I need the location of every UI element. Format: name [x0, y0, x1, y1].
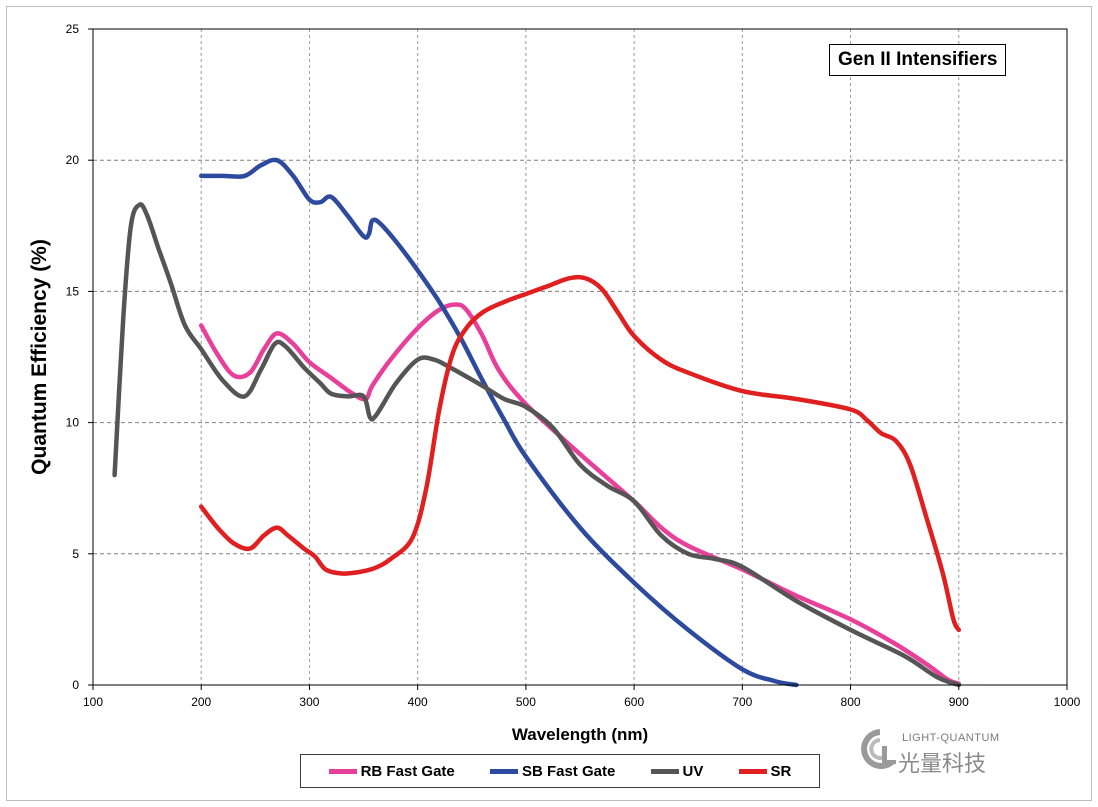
- x-tick-label: 800: [841, 695, 861, 709]
- legend-item-sb-fast-gate: SB Fast Gate: [489, 762, 616, 780]
- legend-swatch: [738, 768, 767, 774]
- logo-text: LIGHT-QUANTUM: [902, 732, 1000, 744]
- legend-label: SR: [770, 762, 792, 780]
- x-tick-label: 200: [191, 695, 211, 709]
- y-tick-label: 5: [72, 547, 79, 561]
- legend-label: SB Fast Gate: [521, 762, 616, 780]
- legend-swatch: [489, 768, 518, 774]
- series-line-rb-fast-gate: [198, 302, 962, 686]
- y-tick-label: 25: [66, 22, 80, 36]
- axis-layer: 0 5 10 15 20 25 100 200 300 400 500 600 700 800 900 100…: [66, 22, 1081, 709]
- y-axis-title: Quantum Efficiency (%): [28, 239, 51, 475]
- y-tick-label: 15: [66, 284, 80, 298]
- y-tick-label: 10: [66, 416, 80, 430]
- company-logo: LIGHT-QUANTUM 光量科技: [858, 726, 1028, 776]
- legend-swatch: [650, 768, 679, 774]
- x-axis-title: Wavelength (nm): [512, 725, 648, 744]
- plot-area-border: [92, 28, 1068, 686]
- logo-mark-icon: [861, 729, 896, 769]
- series-line-sr: [198, 274, 962, 633]
- x-tick-label: 1000: [1054, 695, 1081, 709]
- legend-label: UV: [682, 762, 704, 780]
- legend-swatch: [328, 768, 357, 774]
- x-tick-label: 300: [299, 695, 319, 709]
- legend-item-rb-fast-gate: RB Fast Gate: [328, 762, 455, 780]
- chart-frame: [6, 6, 1092, 801]
- logo-text-cn: 光量科技: [898, 751, 987, 776]
- grid-layer: [93, 29, 1067, 685]
- x-tick-label: 500: [516, 695, 536, 709]
- legend: RB Fast Gate SB Fast Gate UV SR: [300, 754, 820, 788]
- chart-title: Gen II Intensifiers: [829, 44, 1007, 76]
- legend-item-uv: UV: [650, 762, 704, 780]
- legend-item-sr: SR: [738, 762, 792, 780]
- y-tick-label: 0: [72, 678, 79, 692]
- y-tick-label: 20: [66, 153, 80, 167]
- x-tick-label: 900: [949, 695, 969, 709]
- x-tick-label: 100: [83, 695, 103, 709]
- series-line-sb-fast-gate: [198, 157, 799, 688]
- x-tick-label: 600: [624, 695, 644, 709]
- x-tick-label: 400: [408, 695, 428, 709]
- x-tick-label: 700: [732, 695, 752, 709]
- series-layer: [112, 157, 962, 688]
- series-line-uv: [112, 202, 962, 688]
- legend-label: RB Fast Gate: [360, 762, 455, 780]
